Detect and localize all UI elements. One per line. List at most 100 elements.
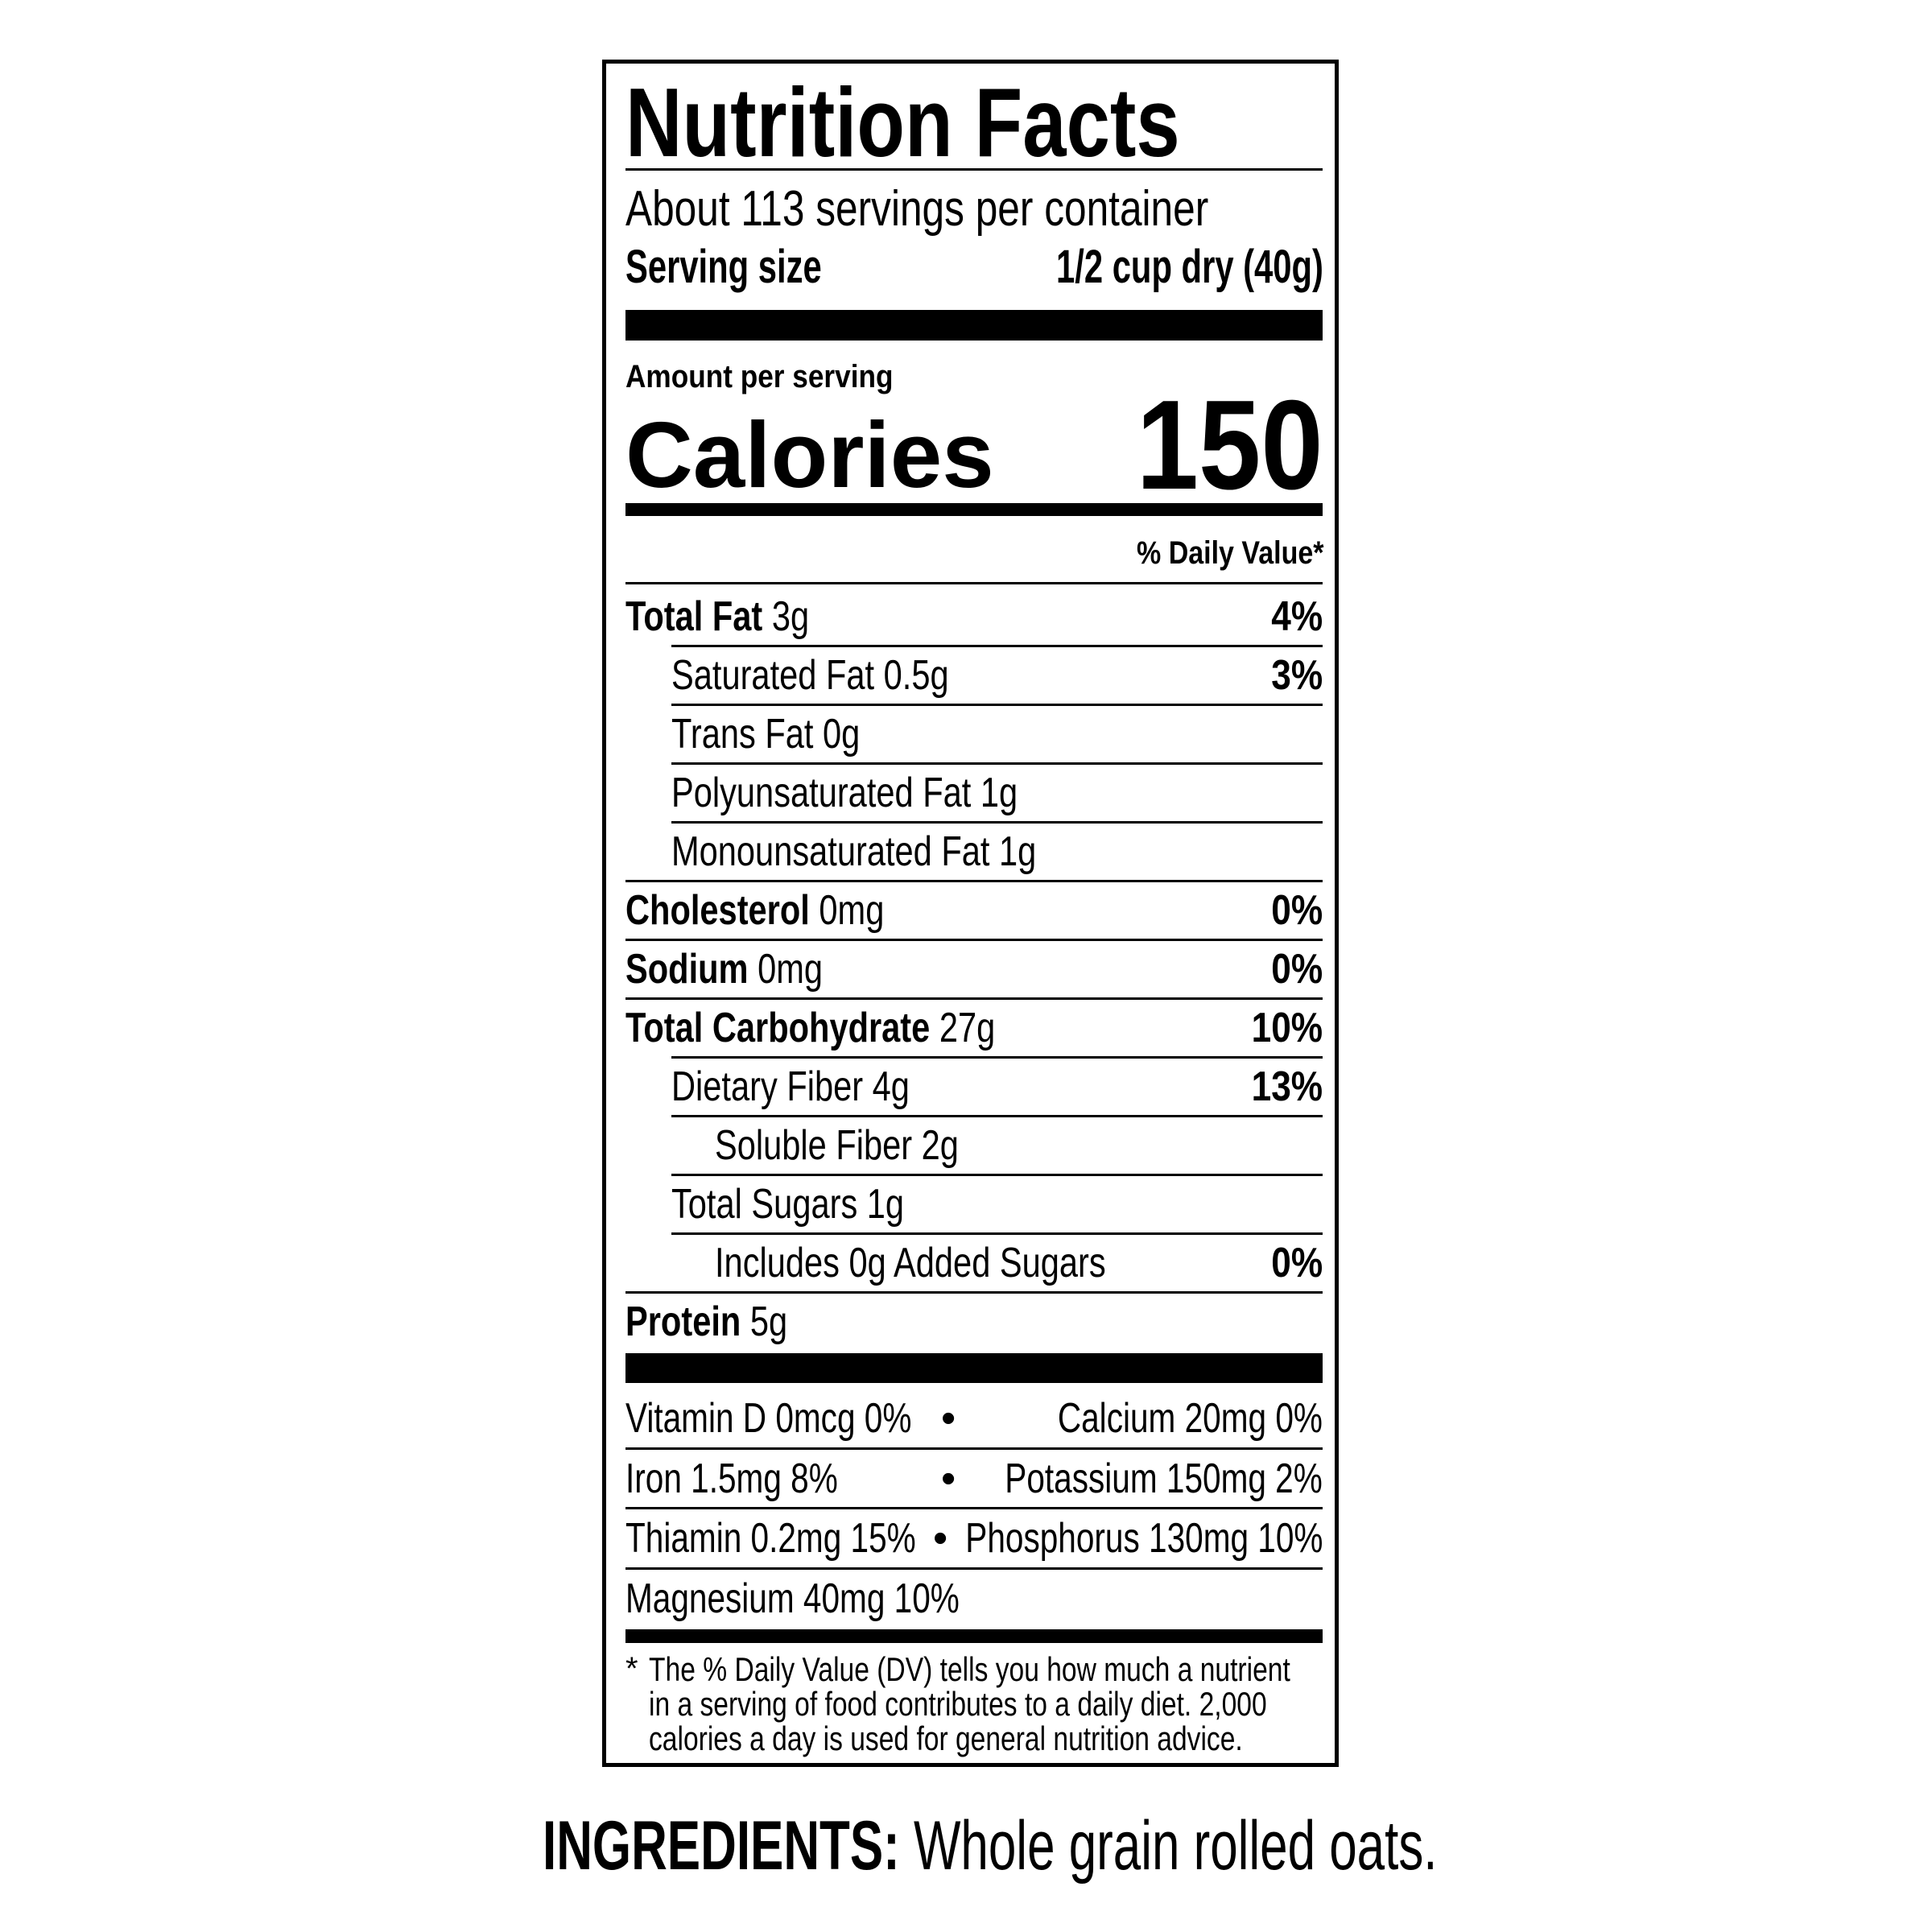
nutrient-amount: 0mg — [758, 945, 824, 993]
nutrient-amount: 2g — [921, 1121, 959, 1169]
row-divider — [625, 880, 1323, 882]
nutrition-facts-label: Nutrition Facts About 113 servings per c… — [602, 60, 1339, 1767]
nutrient-amount: 1g — [999, 828, 1037, 875]
nutrient-daily-value: 0% — [1271, 886, 1323, 934]
bullet-separator: • — [941, 1395, 956, 1442]
vitamin-row: Iron 1.5mg 8% Potassium 150mg 2% • — [625, 1449, 1323, 1509]
nutrient-label: Saturated Fat — [671, 651, 875, 699]
ingredients: INGREDIENTS: Whole grain rolled oats. — [543, 1811, 1437, 1880]
medium-divider — [625, 1629, 1323, 1643]
row-divider — [625, 1291, 1323, 1294]
nutrient-row: Saturated Fat 0.5g 3% — [625, 646, 1323, 704]
divider — [625, 168, 1323, 171]
nutrient-daily-value: 0% — [1271, 945, 1323, 993]
row-divider — [671, 762, 1323, 765]
calories-value: 150 — [1137, 374, 1323, 516]
nutrient-row: Dietary Fiber 4g 13% — [625, 1057, 1323, 1116]
footnote-line: in a serving of food contributes to a da… — [649, 1685, 1267, 1723]
nutrient-row: Cholesterol 0mg 0% — [625, 881, 1323, 939]
row-divider — [625, 1507, 1323, 1509]
row-divider — [625, 939, 1323, 941]
nutrient-name: Monounsaturated Fat 1g — [671, 828, 1036, 876]
vitamin-row: Vitamin D 0mcg 0% Calcium 20mg 0% • — [625, 1389, 1323, 1448]
nutrient-daily-value: 4% — [1271, 592, 1323, 640]
nutrient-row: Soluble Fiber 2g — [625, 1116, 1323, 1174]
nutrient-label: Protein — [625, 1298, 741, 1345]
nutrient-row: Protein 5g — [625, 1292, 1323, 1351]
nutrient-name: Cholesterol 0mg — [625, 886, 884, 935]
nutrient-label: Total Carbohydrate — [625, 1004, 931, 1051]
nutrient-label: Dietary Fiber — [671, 1063, 864, 1110]
row-divider — [625, 997, 1323, 1000]
nutrient-row: Sodium 0mg 0% — [625, 939, 1323, 998]
amount-per-serving: Amount per serving — [625, 359, 894, 394]
ingredients-label: INGREDIENTS: — [543, 1807, 900, 1885]
nutrient-row: Polyunsaturated Fat 1g — [625, 763, 1323, 822]
serving-size-value: 1/2 cup dry (40g) — [1056, 241, 1323, 293]
row-divider — [625, 1567, 1323, 1570]
footnote-line: The % Daily Value (DV) tells you how muc… — [649, 1650, 1290, 1688]
nutrient-label: Total Sugars — [671, 1180, 858, 1228]
ingredients-text: Whole grain rolled oats. — [899, 1807, 1438, 1885]
vitamin-left: Magnesium 40mg 10% — [625, 1575, 960, 1622]
nutrient-name: Protein 5g — [625, 1298, 787, 1346]
nutrient-name: Dietary Fiber 4g — [671, 1063, 910, 1111]
vitamin-row: Magnesium 40mg 10% — [625, 1569, 1323, 1629]
nutrient-label: Cholesterol — [625, 886, 810, 934]
nutrient-name: Total Sugars 1g — [671, 1180, 904, 1228]
nutrient-amount: 4g — [872, 1063, 910, 1110]
nutrient-name: Polyunsaturated Fat 1g — [671, 769, 1018, 817]
row-divider — [671, 1056, 1323, 1059]
nutrient-label: Trans Fat — [671, 710, 814, 758]
nutrient-daily-value: 10% — [1251, 1004, 1323, 1051]
serving-size-label: Serving size — [625, 241, 822, 293]
nutrient-label: Includes 0g Added Sugars — [715, 1239, 1106, 1286]
vitamin-row: Thiamin 0.2mg 15% Phosphorus 130mg 10% • — [625, 1509, 1323, 1568]
nutrient-label: Polyunsaturated Fat — [671, 769, 972, 816]
bullet-separator: • — [941, 1455, 956, 1502]
nutrient-amount: 0g — [823, 710, 861, 758]
footnote-line: calories a day is used for general nutri… — [649, 1719, 1243, 1757]
vitamin-right: Calcium 20mg 0% — [1057, 1395, 1323, 1442]
row-divider — [671, 645, 1323, 647]
daily-value-header: % Daily Value* — [1136, 535, 1323, 571]
nutrient-label: Soluble Fiber — [715, 1121, 913, 1169]
nutrient-daily-value: 0% — [1271, 1239, 1323, 1286]
nutrient-row: Total Carbohydrate 27g 10% — [625, 998, 1323, 1057]
servings-per-container: About 113 servings per container — [625, 181, 1209, 237]
nutrient-name: Soluble Fiber 2g — [715, 1121, 959, 1170]
vitamin-right: Potassium 150mg 2% — [1005, 1455, 1323, 1502]
calories-label: Calories — [625, 402, 994, 507]
nutrient-row: Trans Fat 0g — [625, 704, 1323, 763]
medium-divider — [625, 503, 1323, 516]
row-divider — [671, 1174, 1323, 1176]
row-divider — [671, 1232, 1323, 1235]
nutrient-name: Saturated Fat 0.5g — [671, 651, 949, 700]
nutrient-daily-value: 13% — [1251, 1063, 1323, 1110]
nutrient-amount: 0mg — [819, 886, 885, 934]
nutrient-amount: 5g — [749, 1298, 788, 1345]
vitamin-left: Thiamin 0.2mg 15% — [625, 1515, 916, 1562]
bullet-separator: • — [933, 1515, 948, 1562]
nutrient-name: Total Carbohydrate 27g — [625, 1004, 995, 1052]
nutrient-name: Total Fat 3g — [625, 592, 809, 641]
vitamin-left: Vitamin D 0mcg 0% — [625, 1395, 912, 1442]
nutrient-daily-value: 3% — [1271, 651, 1323, 699]
divider — [625, 582, 1323, 584]
nutrient-row: Includes 0g Added Sugars 0% — [625, 1233, 1323, 1292]
thick-divider — [625, 310, 1323, 341]
row-divider — [671, 821, 1323, 824]
row-divider — [625, 1447, 1323, 1450]
nutrient-name: Includes 0g Added Sugars — [715, 1239, 1106, 1287]
row-divider — [671, 704, 1323, 706]
vitamin-left: Iron 1.5mg 8% — [625, 1455, 838, 1502]
nutrient-row: Total Sugars 1g — [625, 1174, 1323, 1233]
nutrient-amount: 1g — [980, 769, 1018, 816]
nutrient-label: Total Fat — [625, 592, 763, 640]
nutrient-amount: 0.5g — [883, 651, 949, 699]
nutrient-amount: 27g — [939, 1004, 996, 1051]
nutrient-row: Monounsaturated Fat 1g — [625, 822, 1323, 881]
nutrient-amount: 1g — [866, 1180, 905, 1228]
nutrient-row: Total Fat 3g 4% — [625, 587, 1323, 646]
nutrient-label: Monounsaturated Fat — [671, 828, 990, 875]
